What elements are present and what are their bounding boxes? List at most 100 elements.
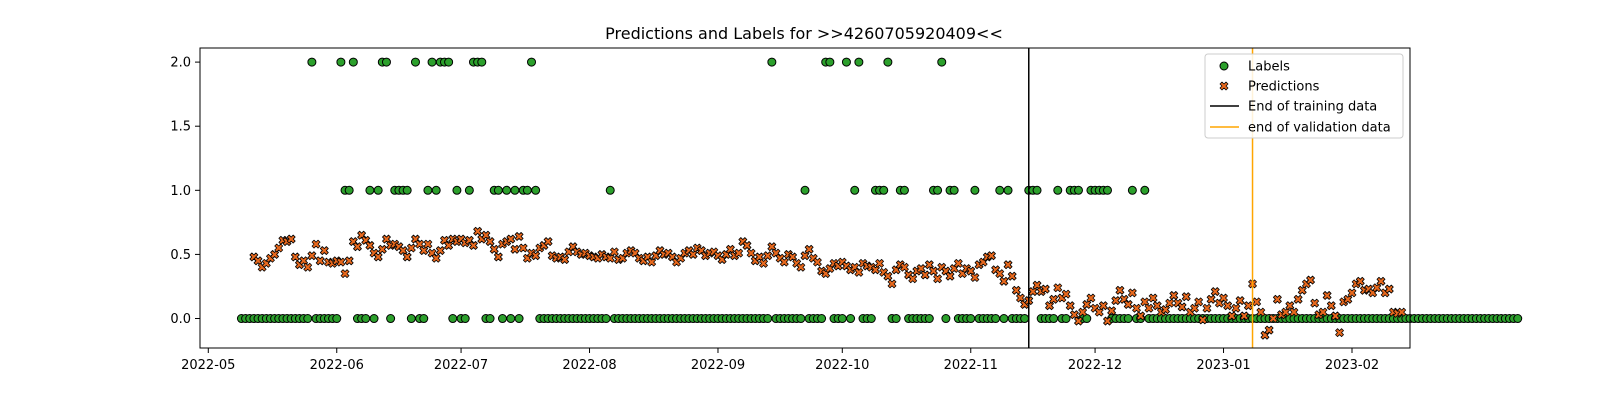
label-point (817, 314, 827, 324)
prediction-point (1098, 301, 1108, 311)
prediction-point (402, 252, 412, 262)
label-point (460, 314, 470, 324)
plot-frame (199, 47, 1411, 349)
label-point (1513, 314, 1523, 324)
y-tick-label: 0.5 (170, 248, 191, 263)
labels-series (236, 57, 1523, 324)
prediction-point (1003, 260, 1013, 270)
y-tick-label: 1.0 (170, 184, 191, 199)
label-point (767, 57, 777, 67)
label-point (891, 314, 901, 324)
prediction-point (953, 258, 963, 268)
prediction-point (804, 244, 814, 254)
prediction-point (1231, 303, 1241, 313)
prediction-point (929, 266, 938, 276)
label-point (601, 314, 611, 324)
prediction-point (1053, 283, 1063, 293)
prediction-point (1132, 303, 1141, 313)
prediction-point (1243, 301, 1253, 311)
prediction-point (493, 252, 503, 262)
prediction-point (543, 237, 553, 246)
label-point (1049, 314, 1059, 324)
prediction-point (854, 267, 864, 277)
prediction-point (1011, 285, 1021, 295)
prediction-point (734, 248, 744, 258)
label-point (1140, 185, 1150, 195)
label-point (332, 314, 342, 324)
prediction-point (1127, 288, 1137, 298)
label-point (1127, 185, 1137, 195)
label-point (763, 314, 773, 324)
prediction-point (1198, 315, 1208, 325)
prediction-point (1206, 294, 1216, 304)
prediction-point (999, 276, 1009, 286)
prediction-point (286, 234, 296, 244)
prediction-point (406, 243, 416, 253)
label-point (924, 314, 934, 324)
y-axis: 0.0 0.5 1.0 1.5 2.0 (170, 56, 200, 327)
prediction-point (489, 244, 499, 254)
prediction-point (1165, 298, 1175, 308)
prediction-point (274, 243, 284, 253)
label-point (502, 185, 512, 195)
prediction-point (887, 279, 897, 289)
prediction-point (1384, 284, 1394, 294)
label-point (1073, 185, 1083, 195)
prediction-point (1111, 296, 1121, 305)
legend-box (1204, 53, 1404, 139)
label-point (344, 185, 354, 195)
prediction-point (1223, 301, 1233, 311)
label-point (498, 314, 507, 324)
prediction-point (340, 269, 350, 279)
prediction-point (933, 274, 942, 284)
prediction-point (307, 251, 317, 261)
prediction-point (435, 246, 445, 255)
prediction-point (1347, 288, 1357, 298)
x-tick-label: 2022-11 (944, 358, 998, 373)
y-tick-label: 0.0 (170, 312, 191, 327)
x-tick-label: 2022-09 (691, 358, 745, 373)
prediction-point (1331, 311, 1340, 321)
label-point (419, 314, 429, 324)
label-point (402, 185, 412, 195)
prediction-point (1268, 314, 1278, 323)
label-point (522, 185, 532, 195)
x-tick-label: 2022-10 (815, 358, 869, 373)
prediction-point (1144, 303, 1154, 313)
label-point (991, 314, 1001, 324)
label-point (365, 185, 375, 195)
prediction-point (1074, 316, 1083, 326)
label-point (506, 314, 516, 324)
x-tick-label: 2023-02 (1325, 358, 1379, 373)
label-point (386, 314, 396, 324)
y-tick-label: 2.0 (170, 56, 191, 71)
label-point (531, 185, 541, 195)
label-point (841, 57, 851, 67)
prediction-point (290, 252, 300, 262)
prediction-point (763, 251, 773, 261)
x-tick-label: 2023-01 (1196, 358, 1250, 373)
prediction-point (1115, 285, 1125, 295)
label-point (854, 57, 864, 67)
legend-validation-text: end of validation data (1248, 121, 1391, 136)
plot-content (236, 48, 1523, 348)
label-point (883, 57, 893, 67)
label-point (999, 314, 1009, 324)
label-point (995, 185, 1005, 195)
prediction-point (1326, 301, 1336, 311)
label-point (846, 314, 856, 324)
prediction-point (1123, 300, 1133, 309)
prediction-point (1136, 311, 1146, 321)
label-point (477, 57, 487, 67)
label-point (1032, 185, 1042, 195)
prediction-point (920, 270, 930, 280)
label-point (431, 185, 441, 195)
prediction-point (1202, 303, 1212, 313)
prediction-point (1273, 294, 1282, 304)
x-tick-label: 2022-06 (310, 358, 364, 373)
prediction-point (303, 262, 313, 272)
label-point (1053, 185, 1063, 195)
legend: Labels Predictions End of training data end… (1204, 53, 1404, 139)
prediction-point (1061, 289, 1071, 299)
label-point (1020, 314, 1030, 324)
